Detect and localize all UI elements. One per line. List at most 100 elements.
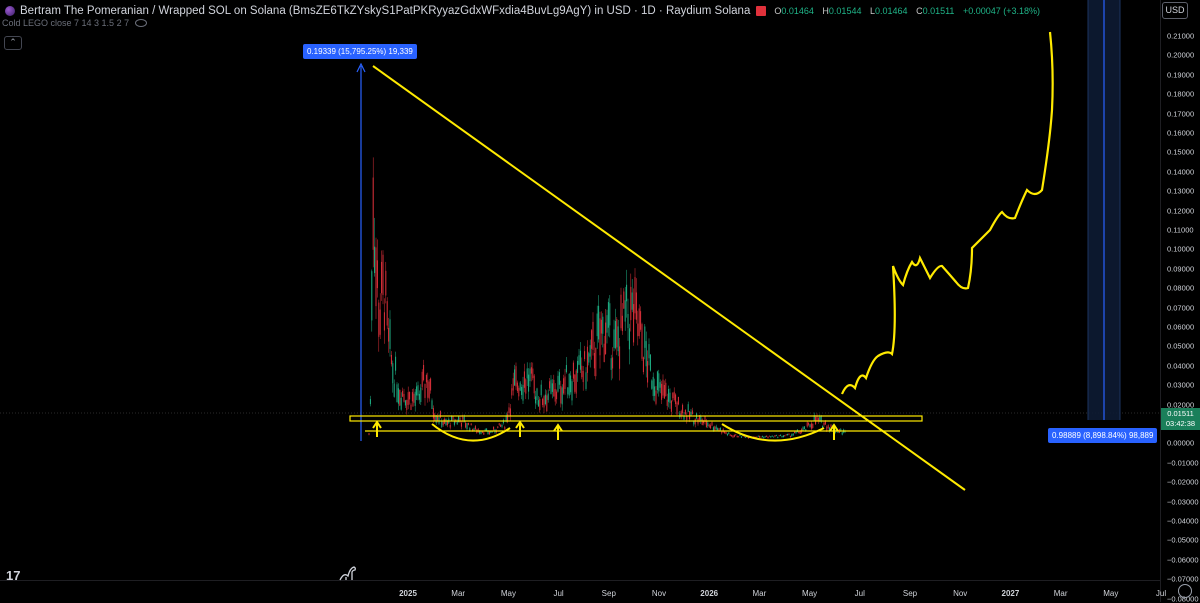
candle-body: [819, 416, 821, 421]
candle-body: [379, 309, 381, 335]
candle-body: [458, 416, 460, 423]
candle-body: [718, 428, 720, 432]
candle-body: [424, 383, 426, 398]
candle-body: [585, 372, 587, 389]
dino-icon[interactable]: [338, 564, 358, 582]
candle-body: [561, 387, 563, 405]
low-value: 0.01464: [875, 6, 908, 16]
time-tick: Mar: [752, 589, 767, 598]
candle-body: [840, 428, 842, 432]
candle-body: [644, 326, 646, 348]
descending-trendline: [372, 65, 966, 491]
candle-body: [735, 434, 737, 436]
candle-body: [414, 391, 416, 406]
candle-body: [712, 427, 714, 431]
symbol-title[interactable]: Bertram The Pomeranian / Wrapped SOL on …: [20, 5, 751, 17]
axis-divider: [1160, 0, 1161, 602]
candle-body: [411, 392, 413, 402]
candle-body: [830, 424, 832, 428]
candle-body: [631, 292, 633, 310]
candle-body: [823, 422, 825, 426]
candle-body: [564, 376, 566, 389]
candle-body: [645, 341, 647, 367]
candle-body: [498, 423, 500, 425]
candle-body: [647, 361, 649, 383]
candle-body: [556, 391, 558, 400]
price-tick: −0.08000: [1167, 594, 1199, 603]
time-tick: 2025: [399, 589, 417, 598]
candles-series: [368, 157, 846, 439]
candle-body: [592, 321, 594, 350]
price-tick: 0.16000: [1167, 128, 1195, 138]
candle-body: [799, 431, 801, 435]
candle-body: [820, 415, 822, 422]
candle-body: [402, 390, 404, 397]
price-tick: 0.13000: [1167, 186, 1195, 196]
candle-body: [754, 436, 756, 438]
candle-body: [515, 366, 517, 387]
candle-body: [676, 402, 678, 415]
candle-body: [675, 394, 677, 405]
candle-body: [557, 375, 559, 392]
settings-icon[interactable]: [1178, 584, 1192, 598]
candle-body: [683, 415, 685, 420]
candle-body: [662, 379, 664, 396]
candle-body: [425, 374, 427, 383]
candle-body: [473, 428, 475, 431]
candle-body: [507, 414, 509, 422]
candle-body: [376, 260, 378, 289]
time-tick: Jul: [1155, 589, 1167, 598]
candle-body: [434, 414, 436, 421]
candle-body: [390, 354, 392, 365]
candle-body: [441, 421, 443, 428]
time-axis[interactable]: 2025 Mar May Jul Sep Nov 2026 Mar May Jul Sep Nov 20…: [0, 580, 1166, 603]
candle-body: [389, 319, 391, 349]
candle-body: [442, 421, 444, 426]
candle-body: [774, 435, 776, 437]
chart-area[interactable]: [0, 0, 1160, 580]
candle-body: [512, 378, 514, 391]
candle-body: [369, 399, 371, 405]
tradingview-logo[interactable]: 17: [6, 568, 21, 583]
candle-body: [466, 423, 468, 429]
candle-body: [670, 400, 672, 412]
candle-body: [775, 434, 777, 436]
candle-body: [453, 420, 455, 425]
candle-body: [691, 410, 693, 415]
candle-body: [771, 435, 773, 437]
collapse-legend-button[interactable]: ⌃: [4, 36, 22, 50]
candle-body: [641, 324, 643, 359]
candle-body: [600, 319, 602, 334]
candle-body: [490, 430, 492, 433]
candle-body: [417, 385, 419, 396]
candle-body: [798, 431, 800, 434]
indicator-legend[interactable]: Cold LEGO close 7 14 3 1.5 2 7: [2, 18, 148, 28]
candle-body: [733, 434, 735, 437]
candle-body: [529, 368, 531, 382]
up-arrow-mark: [515, 420, 525, 437]
candle-body: [684, 409, 686, 415]
candle-body: [633, 304, 635, 343]
candle-body: [682, 404, 684, 414]
price-axis[interactable]: 0.21000 0.20000 0.19000 0.18000 0.17000 0.160…: [1161, 0, 1200, 603]
candle-body: [428, 381, 430, 399]
candle-body: [445, 419, 447, 426]
candle-body: [795, 431, 797, 434]
candle-body: [603, 343, 605, 363]
candle-body: [491, 431, 493, 433]
candle-body: [551, 383, 553, 392]
candle-body: [432, 408, 434, 419]
candle-body: [717, 428, 719, 431]
flag-icon[interactable]: [756, 6, 767, 16]
price-tick: 0.09000: [1167, 264, 1195, 274]
eye-icon[interactable]: [135, 19, 148, 27]
candle-body: [546, 395, 548, 412]
candle-body: [396, 384, 398, 403]
candle-body: [591, 330, 593, 349]
candle-body: [588, 353, 590, 363]
candle-body: [374, 246, 376, 274]
currency-button[interactable]: USD: [1162, 2, 1188, 19]
candle-body: [610, 358, 612, 370]
candle-body: [626, 284, 628, 302]
candle-body: [789, 436, 791, 438]
